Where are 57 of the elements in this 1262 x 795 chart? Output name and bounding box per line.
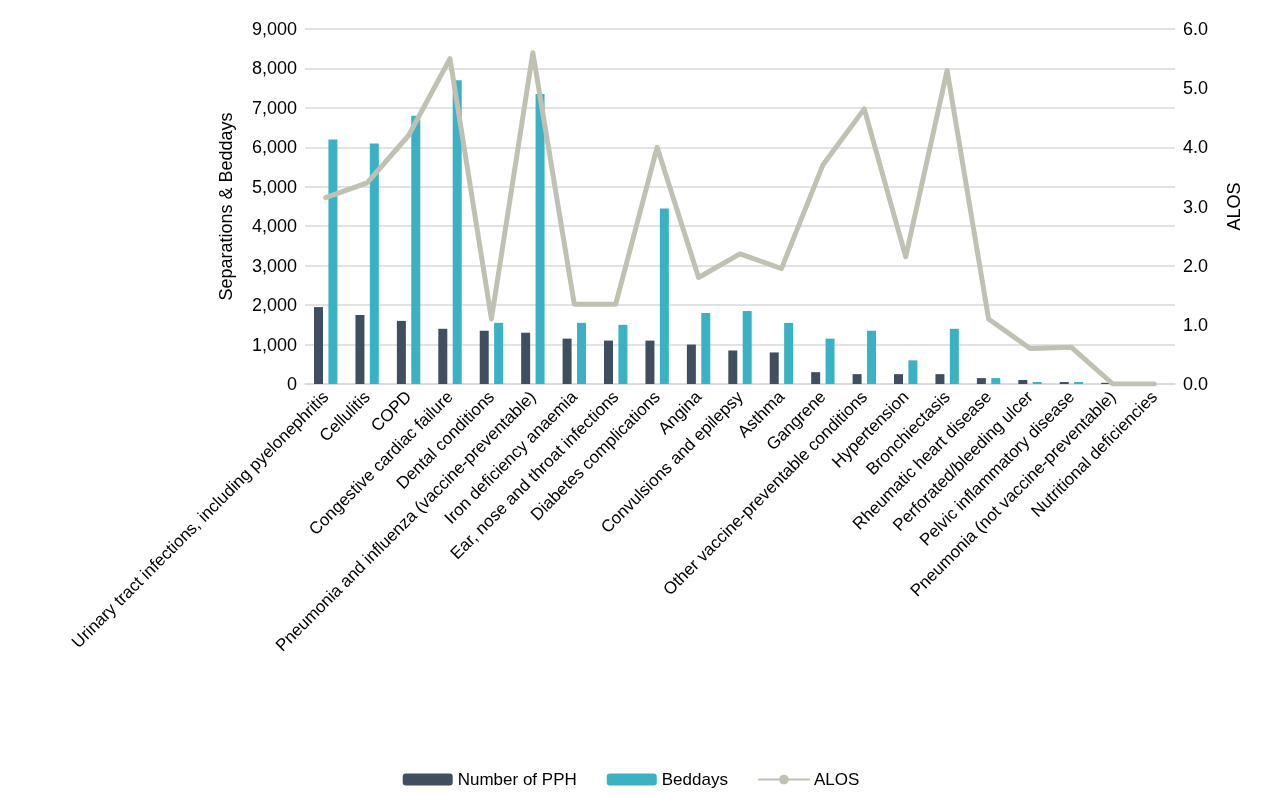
legend-label: Number of PPH bbox=[457, 770, 577, 789]
legend-label: Beddays bbox=[661, 770, 728, 789]
bar bbox=[935, 374, 945, 384]
bar bbox=[535, 94, 545, 384]
y-tick-label: 7,000 bbox=[251, 97, 297, 118]
bar bbox=[494, 322, 504, 384]
bar bbox=[728, 350, 738, 384]
bar bbox=[991, 378, 1001, 384]
y-axis-title: Separations & Beddays bbox=[216, 112, 236, 301]
bar bbox=[369, 143, 379, 384]
y2-tick-label: 5.0 bbox=[1183, 78, 1209, 99]
y-tick-label: 6,000 bbox=[251, 137, 297, 158]
bar bbox=[328, 139, 338, 384]
bar bbox=[604, 340, 614, 384]
y2-tick-label: 1.0 bbox=[1183, 314, 1209, 335]
bar bbox=[396, 320, 406, 384]
bar bbox=[894, 374, 904, 384]
bar bbox=[562, 338, 572, 384]
bar bbox=[452, 80, 462, 384]
y-tick-label: 5,000 bbox=[251, 176, 297, 197]
y2-tick-label: 3.0 bbox=[1183, 196, 1209, 217]
y-tick-label: 0 bbox=[286, 374, 297, 394]
bar bbox=[659, 208, 669, 384]
bar bbox=[576, 322, 586, 384]
bar bbox=[686, 344, 696, 384]
bar bbox=[908, 360, 918, 384]
y-tick-label: 8,000 bbox=[251, 58, 297, 79]
bar bbox=[479, 330, 489, 384]
bar bbox=[314, 307, 324, 384]
bar bbox=[866, 330, 876, 384]
legend-label: ALOS bbox=[813, 770, 860, 789]
y2-axis-title: ALOS bbox=[1224, 182, 1244, 231]
y-tick-label: 2,000 bbox=[251, 295, 297, 316]
bar bbox=[811, 372, 821, 384]
bar bbox=[618, 324, 628, 384]
bar bbox=[976, 378, 986, 384]
bar bbox=[521, 332, 531, 384]
y2-tick-label: 0.0 bbox=[1183, 374, 1209, 394]
bar bbox=[701, 313, 711, 384]
bar bbox=[438, 328, 448, 384]
bar bbox=[769, 352, 779, 384]
y-tick-label: 9,000 bbox=[251, 19, 297, 39]
y2-tick-label: 2.0 bbox=[1183, 255, 1209, 276]
y2-tick-label: 6.0 bbox=[1183, 19, 1209, 39]
bar bbox=[825, 338, 835, 384]
bar bbox=[949, 328, 959, 384]
bar bbox=[355, 314, 365, 384]
y2-tick-label: 4.0 bbox=[1183, 137, 1209, 158]
bar bbox=[852, 374, 862, 384]
bar bbox=[784, 322, 794, 384]
y-tick-label: 3,000 bbox=[251, 255, 297, 276]
bar bbox=[742, 311, 752, 384]
bar bbox=[645, 340, 655, 384]
bar bbox=[1018, 380, 1028, 384]
y-tick-label: 1,000 bbox=[251, 334, 297, 355]
y-tick-label: 4,000 bbox=[251, 216, 297, 237]
bar bbox=[411, 115, 421, 384]
